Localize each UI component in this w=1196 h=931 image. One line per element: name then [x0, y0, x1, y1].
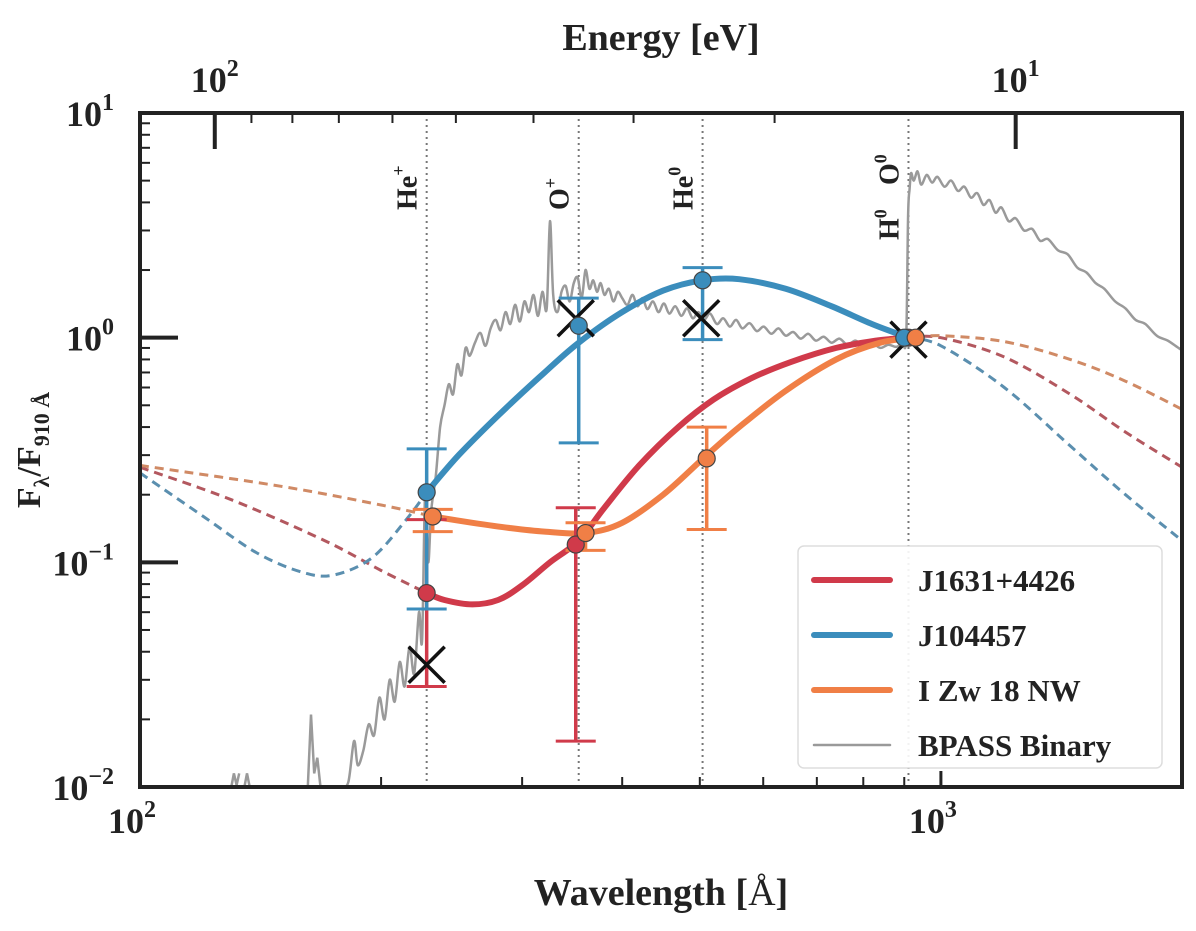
x-axis-label: Wavelength [Å]: [534, 872, 788, 914]
x-tick-label-3: 103: [909, 797, 957, 841]
extrapolation-i-zw-18-nw-left: [140, 463, 434, 518]
bpass-line: [339, 170, 1182, 787]
extrapolation-j1631-4426-left: [140, 465, 428, 595]
legend-label-bpass-binary: BPASS Binary: [918, 728, 1112, 763]
point-j104457-0: [417, 483, 436, 502]
curve-j104457: [423, 275, 912, 496]
y-tick-label: 10−2: [52, 764, 114, 808]
x-tick-label-2: 102: [108, 797, 156, 841]
curve-i-zw-18-nw: [429, 334, 919, 537]
legend-label-i-zw-18-nw: I Zw 18 NW: [918, 673, 1081, 708]
extrapolation-i-zw-18-nw-right: [915, 334, 1182, 411]
legend-label-j104457: J104457: [918, 618, 1027, 653]
point-j1631-4426-0: [417, 583, 436, 603]
ion-label-o0: O0: [870, 154, 905, 185]
point-i-zw-18-nw-0: [423, 507, 442, 526]
extrapolation-curves: [140, 334, 1182, 595]
ion-label-h0: H0: [870, 209, 905, 240]
bpass-line-segment: [243, 773, 251, 787]
bpass-reference-marker-0: [407, 645, 446, 685]
point-j104457-2: [693, 271, 712, 290]
y-axis-label: Fλ/F910 Å: [11, 392, 54, 508]
legend: J1631+4426 J104457 I Zw 18 NW BPASS Binary: [797, 545, 1163, 769]
ion-label-he0: He0: [665, 167, 700, 210]
ion-label-o: O+: [541, 178, 576, 210]
legend-frame: [797, 545, 1163, 769]
ion-label-he: He+: [389, 166, 424, 210]
point-j1631-4426-1: [566, 535, 585, 554]
extrapolation-j1631-4426-right: [908, 334, 1182, 469]
fit-curves: [423, 275, 919, 608]
curve-j1631-4426: [423, 334, 912, 608]
point-j104457-1: [569, 316, 588, 335]
top-tick-label: 102: [191, 56, 239, 100]
y-tick-label: 101: [66, 90, 114, 134]
bpass-spectrum: [230, 170, 1182, 787]
data-points: [417, 271, 925, 603]
y-tick-label: 100: [66, 315, 114, 359]
ion-label-group: He0: [665, 167, 700, 210]
error-bars: [406, 266, 727, 743]
extrapolation-j104457-left: [140, 471, 428, 578]
ion-label-group: O+: [541, 178, 576, 210]
ion-edge-lines: He+ O+ He0 H0 O0: [389, 113, 910, 787]
point-i-zw-18-nw-1: [576, 523, 595, 543]
extrapolation-j104457-right: [908, 336, 1182, 542]
ion-label-group: He+: [389, 166, 424, 210]
ion-label-group: H0: [870, 209, 905, 240]
y-tick-label: 10−1: [52, 539, 114, 583]
top-axis-label: Energy [eV]: [562, 17, 759, 59]
point-i-zw-18-nw-2: [697, 449, 716, 468]
point-i-zw-18-nw-3: [906, 328, 925, 347]
top-tick-label: 101: [992, 56, 1040, 100]
bpass-reference-marker-2: [681, 299, 721, 338]
bpass-line-segment: [306, 714, 322, 787]
plot-frame: [138, 111, 1184, 789]
bpass-line-segment: [230, 773, 241, 787]
ion-label-group: O0: [870, 154, 905, 185]
legend-label-j1631-4426: J1631+4426: [918, 563, 1075, 598]
